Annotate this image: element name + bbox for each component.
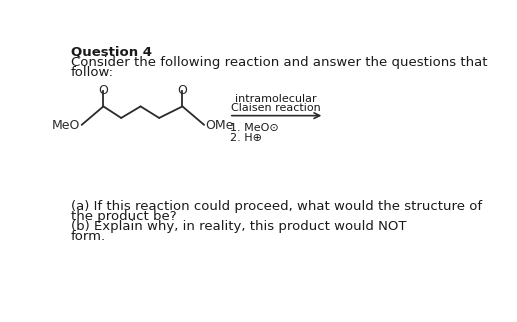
Text: Claisen reaction: Claisen reaction bbox=[231, 102, 321, 113]
Text: follow:: follow: bbox=[71, 66, 114, 79]
Text: Question 4: Question 4 bbox=[71, 46, 152, 59]
Text: O: O bbox=[177, 84, 187, 98]
Text: O: O bbox=[98, 84, 109, 98]
Text: the product be?: the product be? bbox=[71, 210, 176, 223]
Text: (a) If this reaction could proceed, what would the structure of: (a) If this reaction could proceed, what… bbox=[71, 200, 482, 213]
Text: intramolecular: intramolecular bbox=[235, 94, 317, 104]
Text: MeO: MeO bbox=[52, 119, 80, 132]
Text: (b) Explain why, in reality, this product would NOT: (b) Explain why, in reality, this produc… bbox=[71, 220, 406, 233]
Text: form.: form. bbox=[71, 230, 106, 243]
Text: 2. H⊕: 2. H⊕ bbox=[230, 133, 262, 143]
Text: 1. MeO⊙: 1. MeO⊙ bbox=[230, 123, 279, 133]
Text: Consider the following reaction and answer the questions that: Consider the following reaction and answ… bbox=[71, 56, 488, 69]
Text: OMe: OMe bbox=[206, 119, 234, 132]
